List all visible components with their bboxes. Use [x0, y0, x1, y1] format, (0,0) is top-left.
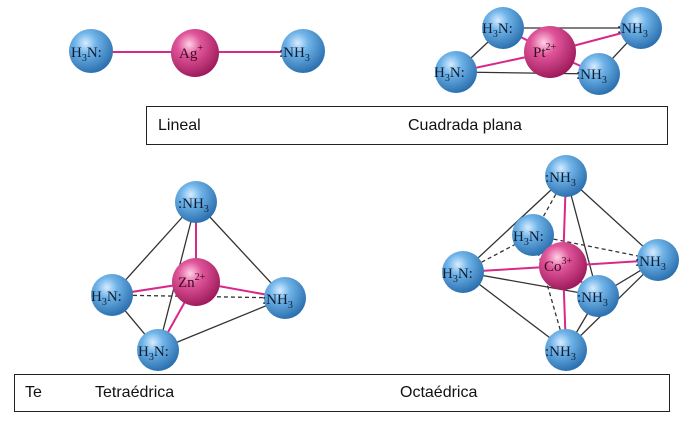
ligand-sphere	[91, 274, 133, 316]
ligand-label: :NH3	[576, 67, 607, 86]
ligand-label: :NH3	[178, 196, 209, 215]
ligand-label: :NH3	[545, 344, 576, 363]
ligand-sphere-right	[281, 29, 325, 73]
label-tetraedrica: Tetraédrica	[95, 384, 175, 401]
ligand-sphere	[637, 239, 679, 281]
zn-label: Zn2+	[178, 272, 206, 291]
label-octaedrica: Octaédrica	[400, 384, 478, 401]
ligand-label: H3N:	[91, 289, 122, 308]
pt-sphere	[524, 26, 576, 78]
ligand-label: H3N:	[138, 344, 169, 363]
ligand-sphere	[137, 329, 179, 371]
ligand-sphere	[620, 7, 662, 49]
ligand-label: :NH3	[635, 254, 666, 273]
ligand-label: H3N:	[482, 21, 513, 40]
ligand-sphere-left	[69, 29, 113, 73]
ligand-sphere	[482, 7, 524, 49]
ligand-label-left: H3N:	[71, 45, 102, 64]
ligand-sphere	[545, 329, 587, 371]
label-te: Te	[25, 384, 42, 401]
co-sphere	[539, 242, 587, 290]
ligand-sphere	[175, 181, 217, 223]
linear-complex: H3N: :NH3 Ag+	[69, 29, 325, 77]
ligand-label: H3N:	[442, 266, 473, 285]
tetrahedral-complex: :NH3 H3N: :NH3 H3N: Zn2+	[91, 181, 306, 371]
ligand-label: H3N:	[434, 65, 465, 84]
octahedral-complex: :NH3 H3N: :NH3 H3N: :NH3 :NH3 Co3+	[442, 155, 679, 371]
ligand-sphere	[512, 214, 554, 256]
co-label: Co3+	[544, 256, 573, 275]
bottom-label-box: Te Tetraédrica Octaédrica	[14, 374, 670, 412]
square-planar-complex: H3N: :NH3 H3N: :NH3 Pt2+	[434, 7, 662, 95]
label-lineal: Lineal	[158, 116, 201, 134]
ligand-label: H3N:	[513, 229, 544, 248]
ag-label: Ag+	[179, 43, 203, 62]
ligand-sphere	[578, 53, 620, 95]
ligand-sphere	[442, 251, 484, 293]
ligand-label-right: :NH3	[279, 45, 310, 64]
ligand-label: :NH3	[617, 21, 648, 40]
zn-sphere	[172, 258, 220, 306]
ligand-sphere	[264, 277, 306, 319]
ligand-sphere	[577, 275, 619, 317]
top-label-box: Lineal Cuadrada plana	[146, 106, 668, 145]
ligand-label: :NH3	[545, 170, 576, 189]
ligand-sphere	[545, 155, 587, 197]
ligand-label: :NH3	[577, 290, 608, 309]
ag-sphere	[171, 29, 219, 77]
label-cuadrada-plana: Cuadrada plana	[408, 116, 522, 134]
ligand-sphere	[435, 51, 477, 93]
pt-label: Pt2+	[533, 42, 557, 61]
ligand-label: :NH3	[262, 292, 293, 311]
